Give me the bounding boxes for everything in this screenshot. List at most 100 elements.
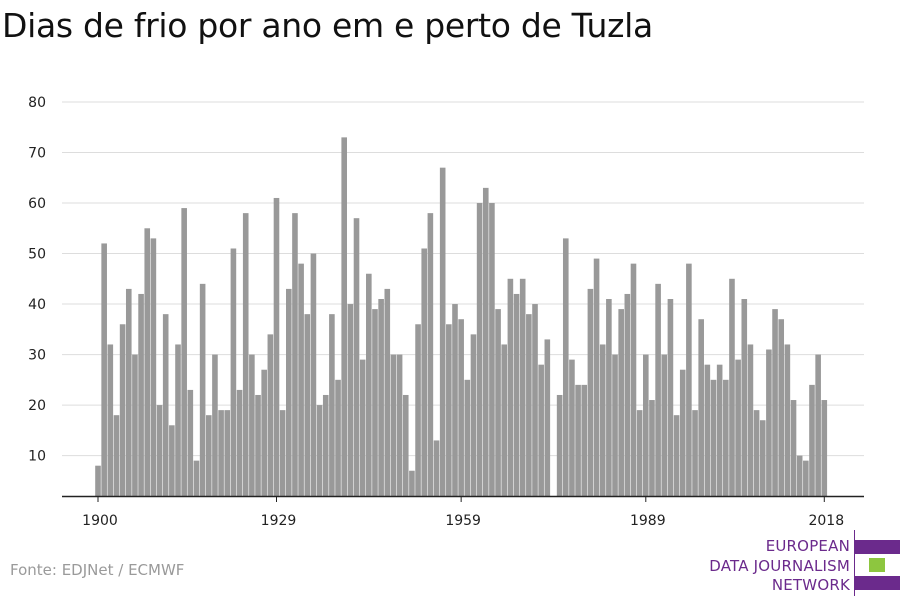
logo-bar-purple-top [855,540,900,554]
bar [150,238,157,496]
logo-line-1: EUROPEAN [765,537,850,555]
bar [710,379,717,496]
bar [790,400,797,496]
y-tick-label: 60 [28,196,46,212]
bar [532,304,538,496]
bar [661,354,668,496]
bar [741,299,748,496]
bar [286,288,292,496]
bar [735,359,741,496]
bar [636,410,643,496]
logo-line-2: DATA JOURNALISM [709,557,850,575]
bar [378,299,384,496]
bar [292,213,298,496]
bar [778,319,785,496]
bar [298,263,304,496]
y-tick-label: 40 [28,297,46,313]
bar [181,208,187,496]
bar [753,410,760,496]
y-tick-labels: 10 20 30 40 50 60 70 80 [28,95,46,465]
logo-bar-purple-bottom [855,576,900,590]
bar [261,369,267,496]
bar [439,167,446,497]
x-tick-label: 1959 [445,513,481,529]
bar [187,389,194,496]
bar [384,288,391,496]
bar [224,410,231,496]
bar [630,263,637,496]
bar [230,248,237,496]
bar [729,278,735,496]
chart-title: Dias de frio por ano em e perto de Tuzla [2,6,653,45]
bar [353,218,360,496]
bar [581,384,588,496]
bar [390,354,397,496]
logo-divider [854,530,855,596]
bar [612,354,618,496]
bar [95,465,101,496]
bar [199,283,206,496]
bar [692,410,698,496]
bar [796,455,803,496]
bar [409,470,415,496]
bar [476,203,483,496]
bar [138,293,144,496]
x-tick-labels: 1900 1929 1959 1989 2018 [82,496,844,529]
bar [649,400,655,496]
bar [593,258,600,496]
bar [587,288,594,496]
bar [396,354,403,496]
bar [421,248,428,496]
bar [169,425,175,496]
bar-chart: 10 20 30 40 50 60 70 80 1900 1929 1959 1989 2018 [28,95,864,529]
bar [316,405,323,496]
y-tick-label: 30 [28,348,46,364]
bar [489,203,495,496]
bar [249,354,255,496]
bar [562,238,569,496]
bar [304,314,311,496]
bar [784,344,791,496]
logo-bar-green [869,558,885,572]
bar [242,213,249,496]
bar [470,334,477,496]
bar [464,379,471,496]
bar [402,394,409,496]
bar [310,253,317,496]
bar [526,314,532,496]
bar [519,278,526,496]
bar [366,273,372,496]
bar [452,304,458,496]
edjnet-logo: EUROPEAN DATA JOURNALISM NETWORK [700,530,900,596]
bars [95,137,828,497]
bar [175,344,181,496]
source-note: Fonte: EDJNet / ECMWF [10,561,185,579]
bar [569,359,575,496]
bar [359,359,366,496]
bar [482,187,489,496]
bar [809,384,815,496]
bar [716,364,723,496]
bar [132,354,138,496]
x-tick-label: 2018 [808,513,844,529]
bar [193,460,200,496]
bar [556,394,563,496]
y-tick-label: 50 [28,247,46,263]
logo-line-3: NETWORK [771,576,850,594]
bar [255,394,261,496]
bar [446,324,452,496]
bar [329,314,335,496]
bar [427,213,434,496]
x-tick-label: 1929 [261,513,297,529]
bar [704,364,711,496]
bar [507,278,514,496]
bar [212,354,218,496]
bar [673,415,680,496]
bar [322,394,329,496]
bar [205,415,212,496]
bar [606,299,612,496]
bar [156,405,163,496]
x-tick-label: 1900 [82,513,118,529]
bar [335,379,341,496]
bar [815,354,821,496]
